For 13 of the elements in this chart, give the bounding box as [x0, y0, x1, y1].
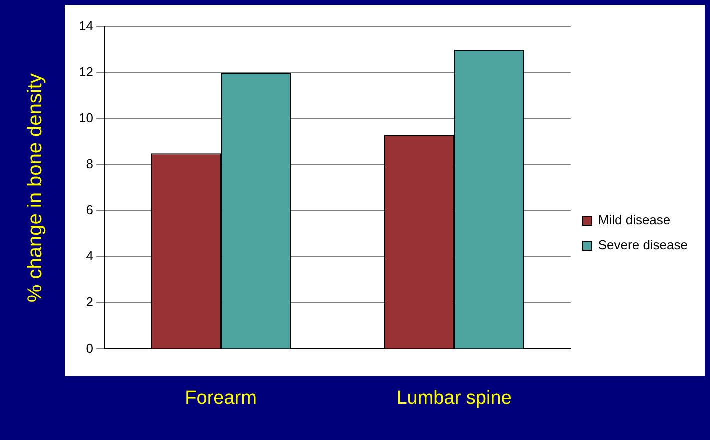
y-axis-title: % change in bone density: [24, 74, 47, 303]
y-tick-label: 8: [86, 156, 94, 172]
y-tick-label: 4: [86, 248, 94, 264]
legend-label: Mild disease: [598, 212, 671, 228]
y-tick-label: 14: [78, 18, 94, 34]
x-tick-label: Forearm: [185, 388, 257, 409]
y-tick-label: 2: [86, 294, 94, 310]
y-tick-label: 0: [86, 340, 94, 356]
y-tick-label: 6: [86, 202, 94, 218]
y-tick-label: 12: [78, 64, 94, 80]
legend-label: Severe disease: [598, 238, 688, 253]
x-tick-label: Lumbar spine: [396, 388, 512, 409]
y-tick-label: 10: [78, 110, 94, 126]
